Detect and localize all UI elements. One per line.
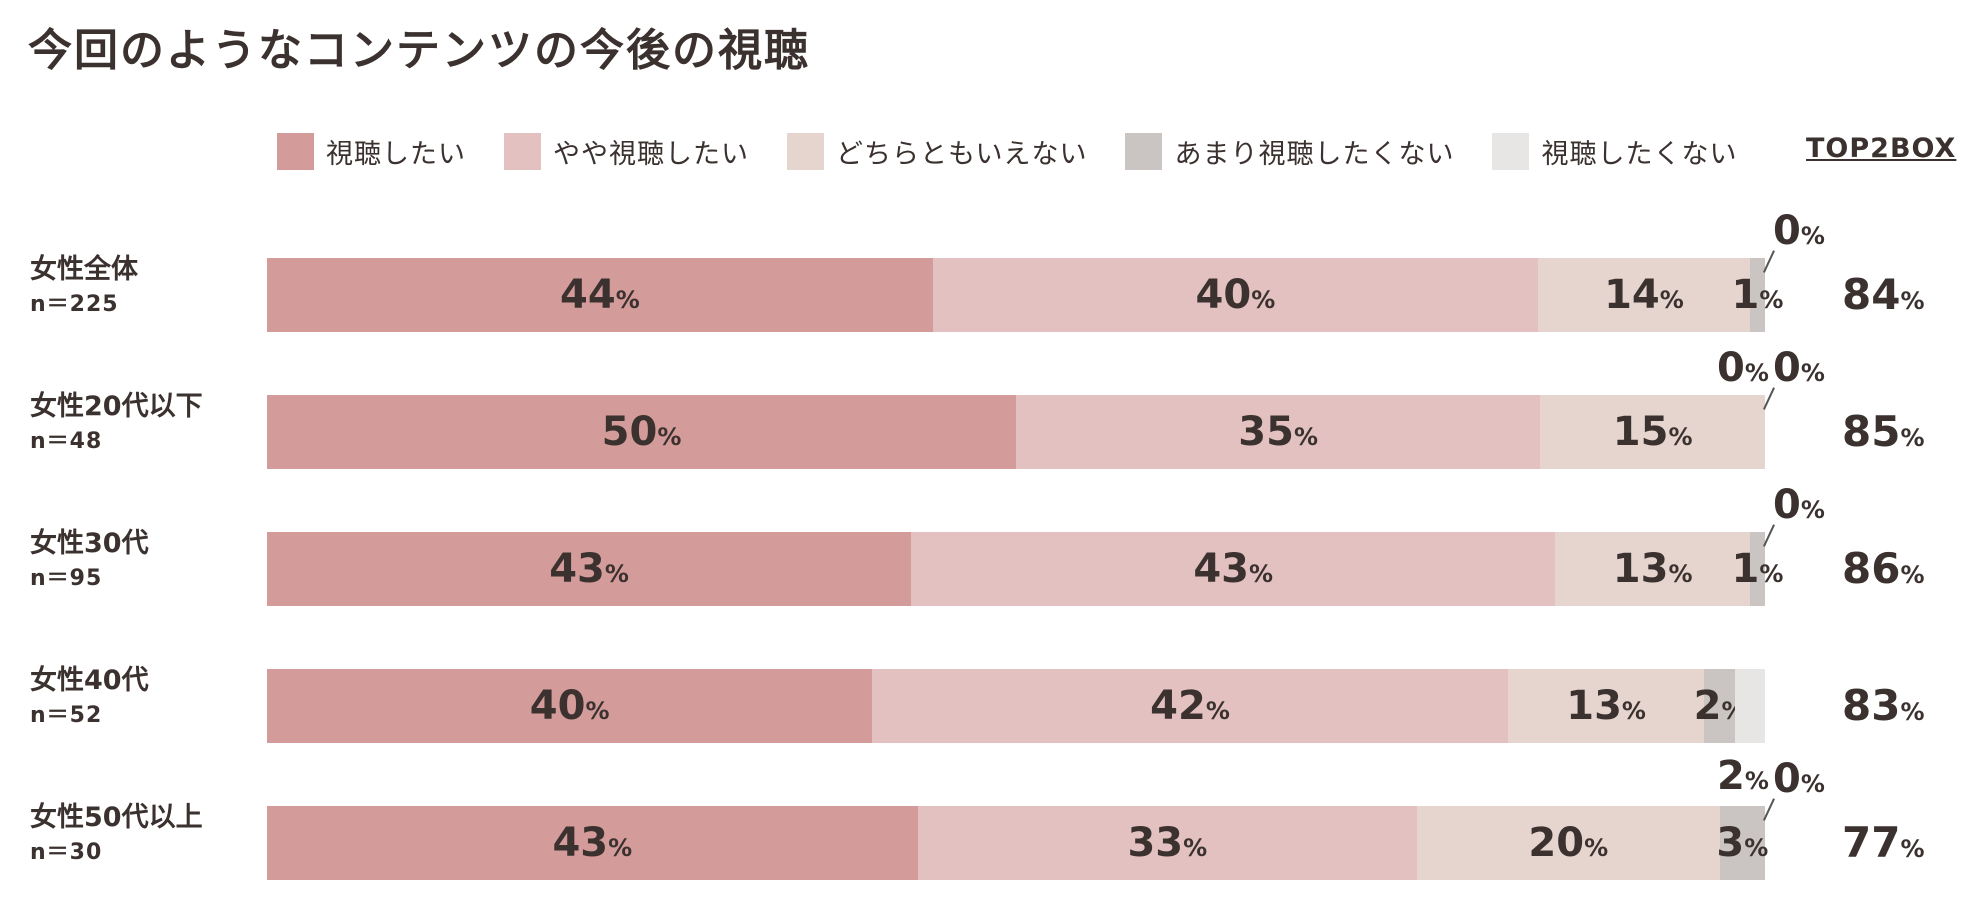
top2box-value: 83%	[1842, 681, 1925, 730]
legend-item: 視聴したい	[277, 132, 466, 171]
bar-segment	[1555, 532, 1750, 606]
bar-segment	[267, 532, 912, 606]
bar-segment	[917, 806, 1417, 880]
category-label: 女性40代	[30, 665, 149, 696]
data-label: 1%	[1731, 546, 1784, 592]
bar-segment	[1416, 806, 1720, 880]
legend-swatch	[787, 132, 824, 170]
legend-item: どちらともいえない	[787, 132, 1087, 171]
bar-segment	[267, 395, 1016, 469]
sample-size-label: n＝30	[30, 840, 103, 865]
stacked-bar: 50% 35% 15% 0% 0%	[267, 345, 1825, 469]
data-label: 33%	[1127, 820, 1208, 866]
chart-row: 女性40代 n＝52 40% 42% 13% 2% 2% 83%	[0, 661, 1970, 799]
legend-label: 視聴したくない	[1541, 138, 1738, 170]
category-label: 女性20代以下	[30, 391, 203, 422]
bar-segment	[1704, 669, 1735, 743]
data-label: 43%	[549, 546, 629, 592]
stacked-bar: 43% 33% 20% 3% 0%	[267, 756, 1825, 880]
bar-segment	[1540, 395, 1765, 469]
legend-label: やや視聴したい	[553, 138, 749, 170]
data-label: 0%	[1717, 345, 1769, 391]
data-label: 14%	[1604, 272, 1684, 318]
legend-label: あまり視聴したくない	[1174, 138, 1455, 170]
legend-swatch	[1492, 132, 1530, 170]
stacked-bar: 43% 43% 13% 1% 0%	[267, 482, 1825, 606]
data-label: 0%	[1773, 756, 1825, 802]
chart-title: 今回のようなコンテンツの今後の視聴	[28, 25, 810, 76]
bar-segment	[267, 669, 873, 743]
stacked-bar: 40% 42% 13% 2% 2%	[267, 669, 1769, 799]
data-label: 2%	[1717, 753, 1769, 799]
row-label: 女性40代 n＝52	[30, 661, 149, 731]
data-label: 13%	[1612, 546, 1693, 592]
category-label: 女性全体	[30, 254, 138, 285]
bar-segment	[932, 258, 1539, 332]
legend-swatch	[504, 132, 541, 170]
data-label: 40%	[1195, 272, 1276, 318]
sample-size-label: n＝95	[30, 566, 103, 591]
top2box-value: 77%	[1842, 818, 1925, 867]
data-label: 20%	[1528, 820, 1609, 866]
data-label: 0%	[1773, 345, 1825, 391]
top2box-header: TOP2BOX	[1806, 133, 1957, 164]
data-label: 0%	[1773, 208, 1825, 254]
data-label: 15%	[1612, 409, 1693, 455]
top2box-value: 84%	[1842, 270, 1925, 319]
chart-row: 女性50代以上 n＝30 43% 33% 20% 3% 0% 77%	[0, 756, 1970, 880]
chart-row: 女性20代以下 n＝48 50% 35% 15% 0% 0% 85%	[0, 345, 1970, 469]
row-label: 女性20代以下 n＝48	[30, 387, 203, 457]
stacked-bar: 44% 40% 14% 1% 0%	[267, 208, 1825, 332]
data-label: 42%	[1150, 683, 1230, 729]
bar-segment	[267, 806, 918, 880]
legend-item: 視聴したくない	[1492, 132, 1737, 171]
data-label: 0%	[1773, 482, 1825, 528]
data-label: 43%	[552, 820, 633, 866]
legend-item: やや視聴したい	[504, 132, 749, 171]
data-label: 1%	[1731, 272, 1784, 318]
data-label: 35%	[1238, 409, 1318, 455]
bar-segment	[267, 258, 933, 332]
chart-row: 女性全体 n＝225 44% 40% 14% 1% 0% 84%	[0, 208, 1970, 332]
data-label: 3%	[1716, 820, 1769, 866]
category-label: 女性50代以上	[30, 802, 203, 833]
legend-swatch	[277, 132, 314, 170]
sample-size-label: n＝52	[30, 703, 103, 728]
legend-swatch	[1125, 132, 1163, 170]
bar-segment	[1016, 395, 1541, 469]
legend-item: あまり視聴したくない	[1125, 132, 1454, 171]
top2box-value: 86%	[1842, 544, 1925, 593]
legend-label: どちらともいえない	[836, 138, 1088, 170]
row-label: 女性50代以上 n＝30	[30, 798, 203, 868]
data-label: 13%	[1566, 683, 1646, 729]
data-label: 50%	[601, 409, 682, 455]
row-label: 女性全体 n＝225	[30, 250, 138, 320]
bar-segment	[911, 532, 1556, 606]
bar-segment	[1734, 669, 1765, 743]
legend: 視聴したい やや視聴したい どちらともいえない あまり視聴したくない 視聴したくない	[277, 130, 1775, 172]
sample-size-label: n＝225	[30, 292, 119, 317]
top2box-value: 85%	[1842, 407, 1925, 456]
bar-segment	[1507, 669, 1705, 743]
bar-segment	[1749, 258, 1765, 332]
bar-segment	[1750, 532, 1765, 606]
bar-segment	[1719, 806, 1765, 880]
category-label: 女性30代	[30, 528, 149, 559]
legend-label: 視聴したい	[326, 138, 466, 170]
chart-row: 女性30代 n＝95 43% 43% 13% 1% 0% 86%	[0, 482, 1970, 606]
sample-size-label: n＝48	[30, 429, 103, 454]
row-label: 女性30代 n＝95	[30, 524, 149, 594]
data-label: 40%	[529, 683, 610, 729]
data-label: 44%	[560, 272, 640, 318]
bar-segment	[872, 669, 1508, 743]
bar-segment	[1538, 258, 1750, 332]
data-label: 43%	[1193, 546, 1274, 592]
